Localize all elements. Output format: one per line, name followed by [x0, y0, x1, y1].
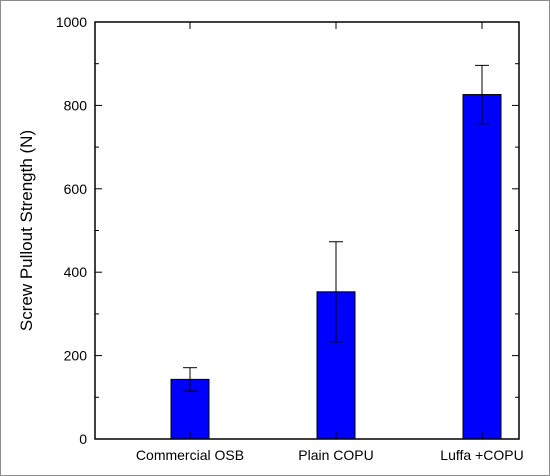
x-tick-label: Luffa +COPU: [440, 447, 523, 463]
y-axis: 0 200 400 600 800 1000: [56, 14, 519, 447]
bar: [462, 94, 502, 440]
y-tick-label: 200: [64, 348, 88, 364]
y-tick-label: 1000: [56, 14, 87, 30]
error-bars-layer: [183, 64, 489, 392]
y-tick-label: 800: [64, 97, 88, 113]
y-tick-label: 400: [64, 264, 88, 280]
y-tick-label: 0: [79, 431, 87, 447]
y-tick-label: 600: [64, 181, 88, 197]
y-axis-title: Screw Pullout Strength (N): [17, 130, 36, 331]
x-axis: Commercial OSB Plain COPU Luffa +COPU: [136, 22, 524, 463]
x-tick-label: Commercial OSB: [136, 447, 244, 463]
x-tick-label: Plain COPU: [298, 447, 373, 463]
plot-area: [94, 21, 520, 440]
